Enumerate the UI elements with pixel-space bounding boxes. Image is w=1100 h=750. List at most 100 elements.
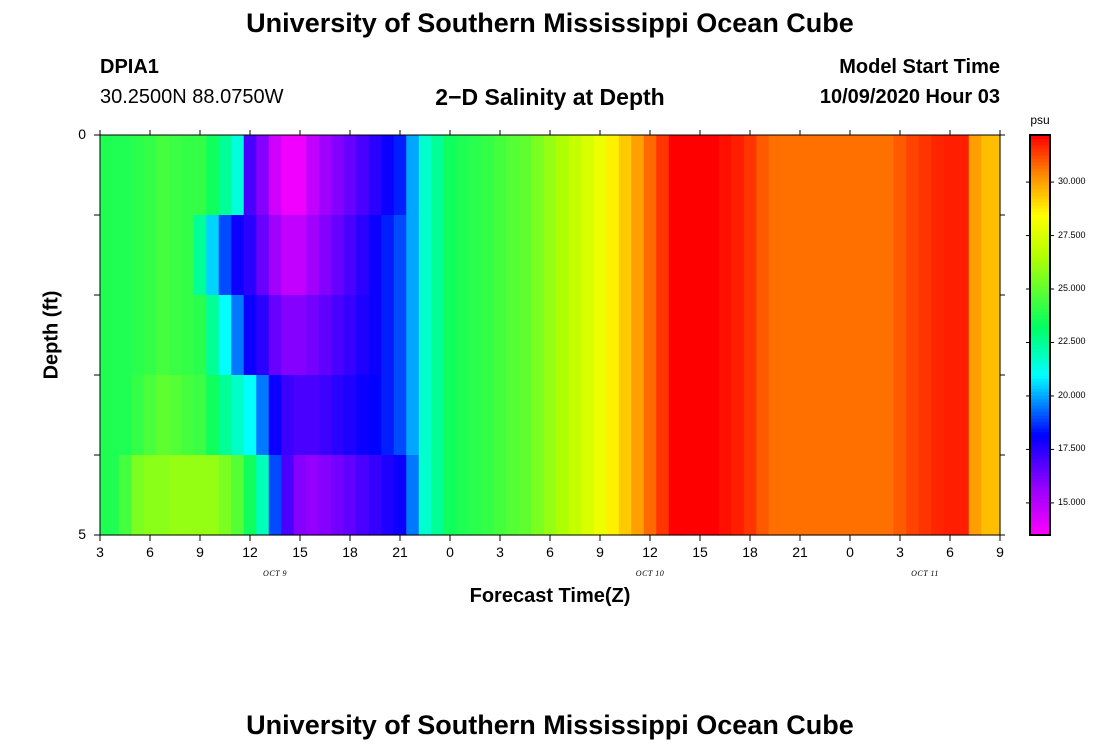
colorbar-segment xyxy=(1030,398,1050,403)
heatmap-cell xyxy=(818,455,832,536)
colorbar-segment xyxy=(1030,531,1050,536)
heatmap-cell xyxy=(856,455,870,536)
heatmap-cell xyxy=(100,375,107,456)
heatmap-cell xyxy=(593,295,607,376)
heatmap-cell xyxy=(818,295,832,376)
heatmap-cell xyxy=(131,455,145,536)
colorbar-segment xyxy=(1030,521,1050,526)
heatmap-cell xyxy=(831,295,845,376)
heatmap-cell xyxy=(493,375,507,456)
heatmap-cell xyxy=(893,295,907,376)
colorbar-segment xyxy=(1030,471,1050,476)
heatmap-cell xyxy=(943,295,957,376)
heatmap-cell xyxy=(918,455,932,536)
heatmap-cell xyxy=(243,295,257,376)
heatmap-cell xyxy=(281,295,295,376)
heatmap-cell xyxy=(793,455,807,536)
heatmap-cell xyxy=(100,455,107,536)
heatmap-cell xyxy=(256,455,270,536)
x-tick-label: 6 xyxy=(546,544,554,560)
heatmap-cell xyxy=(918,215,932,296)
heatmap-cell xyxy=(443,135,457,216)
colorbar-segment xyxy=(1030,351,1050,356)
heatmap-cell xyxy=(406,295,420,376)
heatmap-cell xyxy=(843,135,857,216)
heatmap-cell xyxy=(281,455,295,536)
x-tick-label: 3 xyxy=(96,544,104,560)
colorbar-segment xyxy=(1030,288,1050,293)
colorbar-segment xyxy=(1030,348,1050,353)
heatmap-cell xyxy=(618,375,632,456)
heatmap-cell xyxy=(181,135,195,216)
heatmap-cell xyxy=(331,455,345,536)
heatmap-cell xyxy=(968,295,982,376)
colorbar-segment xyxy=(1030,445,1050,449)
colorbar-segment xyxy=(1030,435,1050,439)
heatmap-cell xyxy=(768,295,782,376)
heatmap-cell xyxy=(481,295,495,376)
heatmap-cell xyxy=(743,215,757,296)
heatmap-cell xyxy=(881,295,895,376)
heatmap-cell xyxy=(218,455,232,536)
heatmap-cell xyxy=(431,375,445,456)
x-tick-label: 21 xyxy=(792,544,808,560)
heatmap-cell xyxy=(618,295,632,376)
heatmap-cell xyxy=(393,375,407,456)
heatmap-cell xyxy=(131,295,145,376)
heatmap-cell xyxy=(731,455,745,536)
heatmap-cell xyxy=(356,375,370,456)
heatmap-cell xyxy=(556,135,570,216)
heatmap-cell xyxy=(406,215,420,296)
heatmap-cell xyxy=(881,375,895,456)
heatmap-cell xyxy=(643,215,657,296)
colorbar-segment xyxy=(1030,195,1050,199)
colorbar-segment xyxy=(1030,185,1050,189)
colorbar-segment xyxy=(1030,395,1050,399)
colorbar-segment xyxy=(1030,295,1050,299)
colorbar-segment xyxy=(1030,428,1050,433)
heatmap-cell xyxy=(918,375,932,456)
heatmap-cell xyxy=(818,135,832,216)
heatmap-cell xyxy=(756,455,770,536)
heatmap-cell xyxy=(668,215,682,296)
colorbar-segment xyxy=(1030,261,1050,266)
colorbar-segment xyxy=(1030,268,1050,273)
heatmap-cell xyxy=(631,215,645,296)
heatmap-cell xyxy=(943,375,957,456)
heatmap-cell xyxy=(193,455,207,536)
heatmap-cell xyxy=(656,375,670,456)
colorbar-segment xyxy=(1030,425,1050,429)
colorbar-segment xyxy=(1030,198,1050,203)
heatmap-cell xyxy=(893,375,907,456)
x-tick-label: 0 xyxy=(846,544,854,560)
heatmap-cell xyxy=(343,455,357,536)
x-tick-label: 3 xyxy=(496,544,504,560)
colorbar-segment xyxy=(1030,321,1050,326)
heatmap-cell xyxy=(868,455,882,536)
x-tick-label: 12 xyxy=(642,544,658,560)
heatmap-cell xyxy=(531,455,545,536)
colorbar-segment xyxy=(1030,255,1050,259)
heatmap-cell xyxy=(693,135,707,216)
x-tick-label: 6 xyxy=(146,544,154,560)
heatmap-cell xyxy=(943,215,957,296)
heatmap-cell xyxy=(106,215,120,296)
heatmap-cell xyxy=(356,455,370,536)
colorbar-segment xyxy=(1030,308,1050,313)
heatmap-cell xyxy=(531,215,545,296)
heatmap-cell xyxy=(643,375,657,456)
heatmap-cell xyxy=(568,135,582,216)
colorbar-segment xyxy=(1030,371,1050,376)
heatmap-cell xyxy=(856,215,870,296)
heatmap-cell xyxy=(593,375,607,456)
heatmap-cell xyxy=(956,135,970,216)
heatmap-cell xyxy=(793,215,807,296)
heatmap-cell xyxy=(531,295,545,376)
heatmap-cell xyxy=(356,135,370,216)
heatmap-cell xyxy=(306,375,320,456)
heatmap-cell xyxy=(506,215,520,296)
heatmap-cell xyxy=(256,215,270,296)
heatmap-cell xyxy=(406,135,420,216)
heatmap-cell xyxy=(393,455,407,536)
heatmap-cell xyxy=(681,135,695,216)
